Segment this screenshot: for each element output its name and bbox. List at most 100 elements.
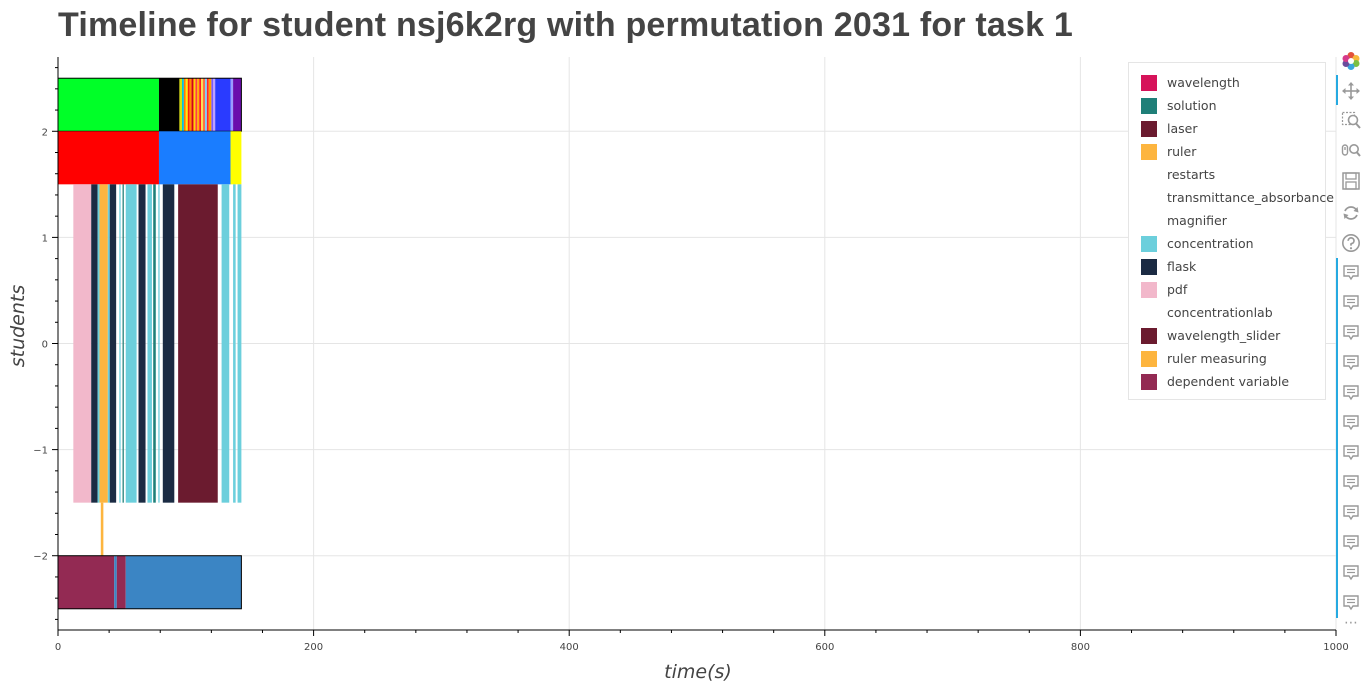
timeline-segment xyxy=(91,184,98,503)
legend-label: ruler measuring xyxy=(1167,351,1267,366)
toolbar-overflow-button[interactable]: ⋯ xyxy=(1344,615,1358,631)
timeline-segment xyxy=(125,184,137,503)
y-tick-label: 2 xyxy=(42,127,48,138)
legend-item: transmittance_absorbance xyxy=(1129,186,1334,209)
legend-item: laser xyxy=(1129,117,1325,140)
timeline-segment xyxy=(122,184,124,503)
timeline-segment xyxy=(187,78,190,132)
hover-tool[interactable] xyxy=(1340,382,1362,404)
legend-label: concentration xyxy=(1167,236,1254,251)
hover-tool[interactable] xyxy=(1340,562,1362,584)
wheel-zoom-icon xyxy=(1341,141,1361,161)
save-tool[interactable] xyxy=(1340,170,1362,192)
legend-label: solution xyxy=(1167,98,1217,113)
timeline-segment xyxy=(125,555,242,609)
active-tool-indicator xyxy=(1336,75,1338,105)
hover-tool[interactable] xyxy=(1340,442,1362,464)
hover-tool[interactable] xyxy=(1340,322,1362,344)
legend-item: ruler measuring xyxy=(1129,347,1325,370)
timeline-segment xyxy=(99,184,108,503)
legend-label: concentrationlab xyxy=(1167,305,1273,320)
timeline-segment xyxy=(58,131,159,185)
legend-swatch xyxy=(1141,373,1157,390)
help-tool[interactable] xyxy=(1340,232,1362,254)
legend: wavelength solution laser ruler restarts tran… xyxy=(1128,62,1334,400)
timeline-segment xyxy=(119,184,121,503)
timeline-segment xyxy=(230,131,242,185)
timeline-segment xyxy=(215,78,231,132)
x-tick-label: 0 xyxy=(55,642,61,653)
legend-swatch xyxy=(1141,74,1157,91)
reset-tool[interactable] xyxy=(1340,202,1362,224)
timeline-segment xyxy=(221,184,230,503)
legend-item: ruler xyxy=(1129,140,1325,163)
legend-label: ruler xyxy=(1167,144,1197,159)
legend-swatch xyxy=(1141,327,1157,344)
timeline-row-row_top xyxy=(57,77,242,132)
timeline-segment xyxy=(109,184,117,503)
x-tick-label: 600 xyxy=(815,642,834,653)
legend-item: pdf xyxy=(1129,278,1325,301)
hover-icon xyxy=(1342,264,1360,282)
legend-label: wavelength xyxy=(1167,75,1240,90)
timeline-segment xyxy=(237,184,242,503)
reset-icon xyxy=(1341,203,1361,223)
hover-tool[interactable] xyxy=(1340,412,1362,434)
timeline-segment xyxy=(158,78,180,132)
timeline-segment xyxy=(97,184,100,503)
timeline-segment xyxy=(195,78,198,132)
bokeh-logo-tool[interactable] xyxy=(1340,50,1362,72)
hover-tool[interactable] xyxy=(1340,592,1362,614)
hover-icon xyxy=(1342,294,1360,312)
hover-tool[interactable] xyxy=(1340,502,1362,524)
legend-label: magnifier xyxy=(1167,213,1227,228)
legend-swatch xyxy=(1141,143,1157,160)
active-hover-indicator xyxy=(1336,258,1338,618)
timeline-segment xyxy=(114,555,117,609)
timeline-segment xyxy=(193,78,196,132)
save-icon xyxy=(1341,171,1361,191)
hover-tool[interactable] xyxy=(1340,352,1362,374)
legend-swatch xyxy=(1141,281,1157,298)
timeline-row-row_middle xyxy=(73,184,242,503)
legend-swatch xyxy=(1141,213,1157,229)
timeline-segment xyxy=(58,78,159,132)
hover-icon xyxy=(1342,564,1360,582)
timeline-segment xyxy=(203,78,205,132)
hover-tool[interactable] xyxy=(1340,292,1362,314)
legend-item: solution xyxy=(1129,94,1325,117)
wheel-zoom-tool[interactable] xyxy=(1340,140,1362,162)
pan-tool[interactable] xyxy=(1340,80,1362,102)
hover-tool[interactable] xyxy=(1340,262,1362,284)
hover-icon xyxy=(1342,354,1360,372)
hover-icon xyxy=(1342,444,1360,462)
timeline-row-row_thin xyxy=(100,502,104,556)
x-axis-label: time(s) xyxy=(664,661,732,683)
legend-swatch xyxy=(1141,167,1157,183)
hover-tool[interactable] xyxy=(1340,472,1362,494)
timeline-segment xyxy=(199,78,202,132)
box-zoom-tool[interactable] xyxy=(1340,110,1362,132)
hover-icon xyxy=(1342,414,1360,432)
legend-swatch xyxy=(1141,350,1157,367)
y-tick-label: 0 xyxy=(42,340,48,351)
hover-tool[interactable] xyxy=(1340,532,1362,554)
legend-label: wavelength_slider xyxy=(1167,328,1281,343)
timeline-segment xyxy=(233,78,242,132)
x-tick-label: 200 xyxy=(304,642,323,653)
timeline-segment xyxy=(230,78,234,132)
legend-swatch xyxy=(1141,190,1157,206)
legend-label: laser xyxy=(1167,121,1198,136)
hover-icon xyxy=(1342,324,1360,342)
y-tick-label: −1 xyxy=(33,446,48,457)
legend-item: concentration xyxy=(1129,232,1325,255)
legend-label: pdf xyxy=(1167,282,1188,297)
legend-swatch xyxy=(1141,235,1157,252)
toolbar: ⋯ xyxy=(1336,46,1366,636)
timeline-segment xyxy=(208,78,212,132)
x-tick-label: 1000 xyxy=(1323,642,1348,653)
timeline-segment xyxy=(158,184,160,503)
legend-swatch xyxy=(1141,258,1157,275)
x-tick-label: 400 xyxy=(560,642,579,653)
